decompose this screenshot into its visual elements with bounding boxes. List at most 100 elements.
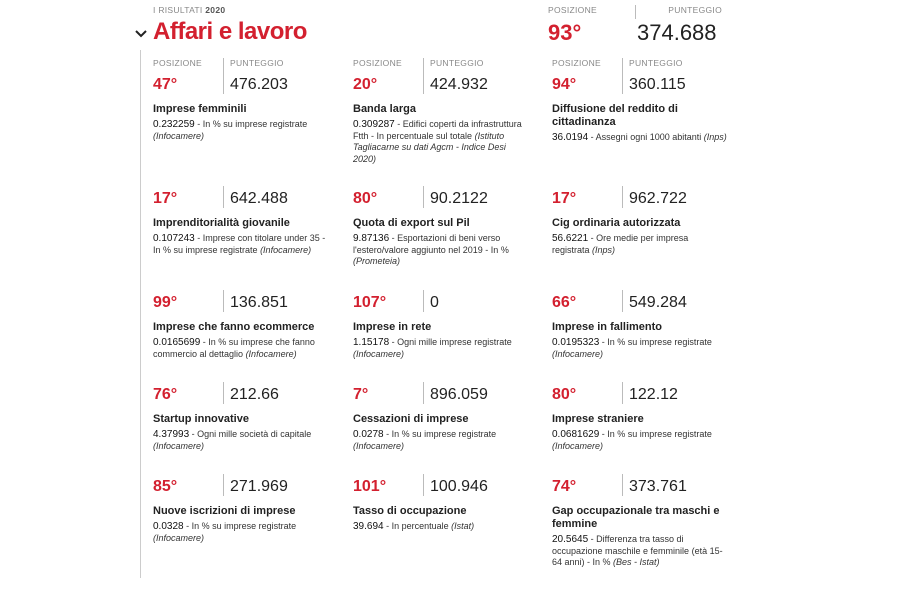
score: 424.932	[430, 76, 488, 93]
score-label: PUNTEGGIO	[430, 58, 484, 68]
kicker: I RISULTATI	[153, 5, 203, 15]
score: 136.851	[230, 294, 288, 311]
indicator-detail: 20.5645 - Differenza tra tasso di occupa…	[552, 534, 727, 569]
separator	[223, 186, 224, 208]
separator	[423, 290, 424, 312]
indicator-detail: 56.6221 - Ore medie per impresa registra…	[552, 233, 727, 256]
score: 373.761	[629, 478, 687, 495]
indicator-name: Cessazioni di imprese	[353, 413, 469, 425]
indicator-name: Imprese in rete	[353, 321, 432, 333]
indicator-name: Startup innovative	[153, 413, 249, 425]
separator	[423, 58, 424, 94]
indicator-source: (Infocamere)	[260, 244, 312, 255]
position: 66°	[552, 294, 577, 311]
indicator-source: (Inps)	[703, 132, 727, 142]
indicator-name: Imprenditorialità giovanile	[153, 217, 290, 229]
position: 94°	[552, 76, 577, 93]
position: 85°	[153, 478, 178, 495]
indicator-source: (Bes - Istat)	[613, 557, 660, 567]
indicator-detail: 0.309287 - Edifici coperti da infrastrut…	[353, 119, 528, 165]
indicator-source: (Prometeia)	[353, 256, 401, 266]
collapse-chevron[interactable]	[134, 28, 148, 40]
indicator-description: - Differenza tra tasso di occupazione ma…	[552, 534, 723, 567]
indicator-detail: 4.37993 - Ogni mille società di capitale…	[153, 429, 328, 452]
separator	[622, 58, 623, 94]
position: 17°	[552, 190, 577, 207]
score: 0	[430, 294, 439, 311]
separator	[622, 290, 623, 312]
indicator-source: (Istat)	[451, 521, 475, 531]
indicator-source: (Infocamere)	[552, 348, 604, 359]
position: 47°	[153, 76, 178, 93]
indicator-description: - Ogni mille società di capitale	[191, 429, 312, 439]
indicator-detail: 0.0328 - In % su imprese registrate (Inf…	[153, 521, 328, 544]
year: 2020	[205, 5, 226, 15]
position-label: POSIZIONE	[153, 58, 202, 68]
indicator-source: (Infocamere)	[153, 130, 205, 141]
indicator-name: Banda larga	[353, 103, 416, 115]
indicator-value: 0.309287	[353, 119, 395, 130]
indicator-name: Nuove iscrizioni di imprese	[153, 505, 296, 517]
indicator-name: Gap occupazionale tra maschi e femmine	[552, 505, 720, 530]
indicator-detail: 0.232259 - In % su imprese registrate (I…	[153, 119, 328, 142]
indicator-description: - In % su imprese registrate	[601, 429, 712, 439]
indicator-value: 0.0278	[353, 429, 384, 440]
separator	[423, 474, 424, 496]
overall-score: 374.688	[637, 20, 717, 45]
position: 101°	[353, 478, 387, 495]
separator	[223, 474, 224, 496]
indicator-value: 0.0681629	[552, 429, 600, 440]
indicator-description: - In % su imprese registrate	[197, 119, 308, 129]
position: 80°	[552, 386, 577, 403]
indicator-value: 1.15178	[353, 337, 390, 348]
indicator-name: Imprese che fanno ecommerce	[153, 321, 315, 333]
separator	[423, 186, 424, 208]
indicator-source: (Infocamere)	[245, 348, 297, 359]
position-label: POSIZIONE	[552, 58, 601, 68]
indicator-value: 0.0165699	[153, 337, 201, 348]
position: 7°	[353, 386, 369, 403]
indicator-detail: 0.107243 - Imprese con titolare under 35…	[153, 233, 328, 256]
indicator-detail: 0.0195323 - In % su imprese registrate (…	[552, 337, 727, 360]
indicator-source: (Infocamere)	[153, 440, 205, 451]
indicator-name: Imprese in fallimento	[552, 321, 663, 333]
indicator-description: - In % su imprese che fanno commercio al…	[153, 337, 315, 359]
indicator-name: Tasso di occupazione	[353, 505, 467, 517]
separator	[622, 186, 623, 208]
indicator-source: (Inps)	[592, 244, 616, 255]
separator	[223, 382, 224, 404]
indicator-detail: 39.694 - In percentuale (Istat)	[353, 521, 528, 533]
indicator-value: 20.5645	[552, 534, 589, 545]
position: 17°	[153, 190, 178, 207]
position: 20°	[353, 76, 378, 93]
indicator-description: - Imprese con titolare under 35 - In % s…	[153, 233, 326, 255]
indicator-description: - Assegni ogni 1000 abitanti	[590, 132, 702, 142]
indicator-description: - Ogni mille imprese registrate	[391, 337, 512, 347]
score: 476.203	[230, 76, 288, 93]
indicator-detail: 9.87136 - Esportazioni di beni verso l'e…	[353, 233, 528, 268]
position: 74°	[552, 478, 577, 495]
indicator-value: 36.0194	[552, 132, 589, 143]
position-label: POSIZIONE	[548, 5, 597, 15]
score-label: PUNTEGGIO	[668, 5, 722, 15]
score: 212.66	[230, 386, 279, 403]
indicator-detail: 36.0194 - Assegni ogni 1000 abitanti (In…	[552, 132, 727, 144]
indicator-detail: 0.0278 - In % su imprese registrate (Inf…	[353, 429, 528, 452]
indicator-name: Imprese straniere	[552, 413, 644, 425]
score: 896.059	[430, 386, 488, 403]
indicator-value: 9.87136	[353, 233, 390, 244]
position-label: POSIZIONE	[353, 58, 402, 68]
score: 360.115	[629, 76, 686, 93]
position: 107°	[353, 294, 387, 311]
position: 80°	[353, 190, 378, 207]
indicator-detail: 0.0681629 - In % su imprese registrate (…	[552, 429, 727, 452]
position: 99°	[153, 294, 178, 311]
indicator-source: (Infocamere)	[153, 532, 205, 543]
indicator-source: (Infocamere)	[353, 348, 405, 359]
indicator-description: - In % su imprese registrate	[186, 521, 297, 531]
separator	[635, 5, 636, 19]
score: 90.2122	[430, 190, 488, 207]
score: 122.12	[629, 386, 678, 403]
position: 76°	[153, 386, 178, 403]
